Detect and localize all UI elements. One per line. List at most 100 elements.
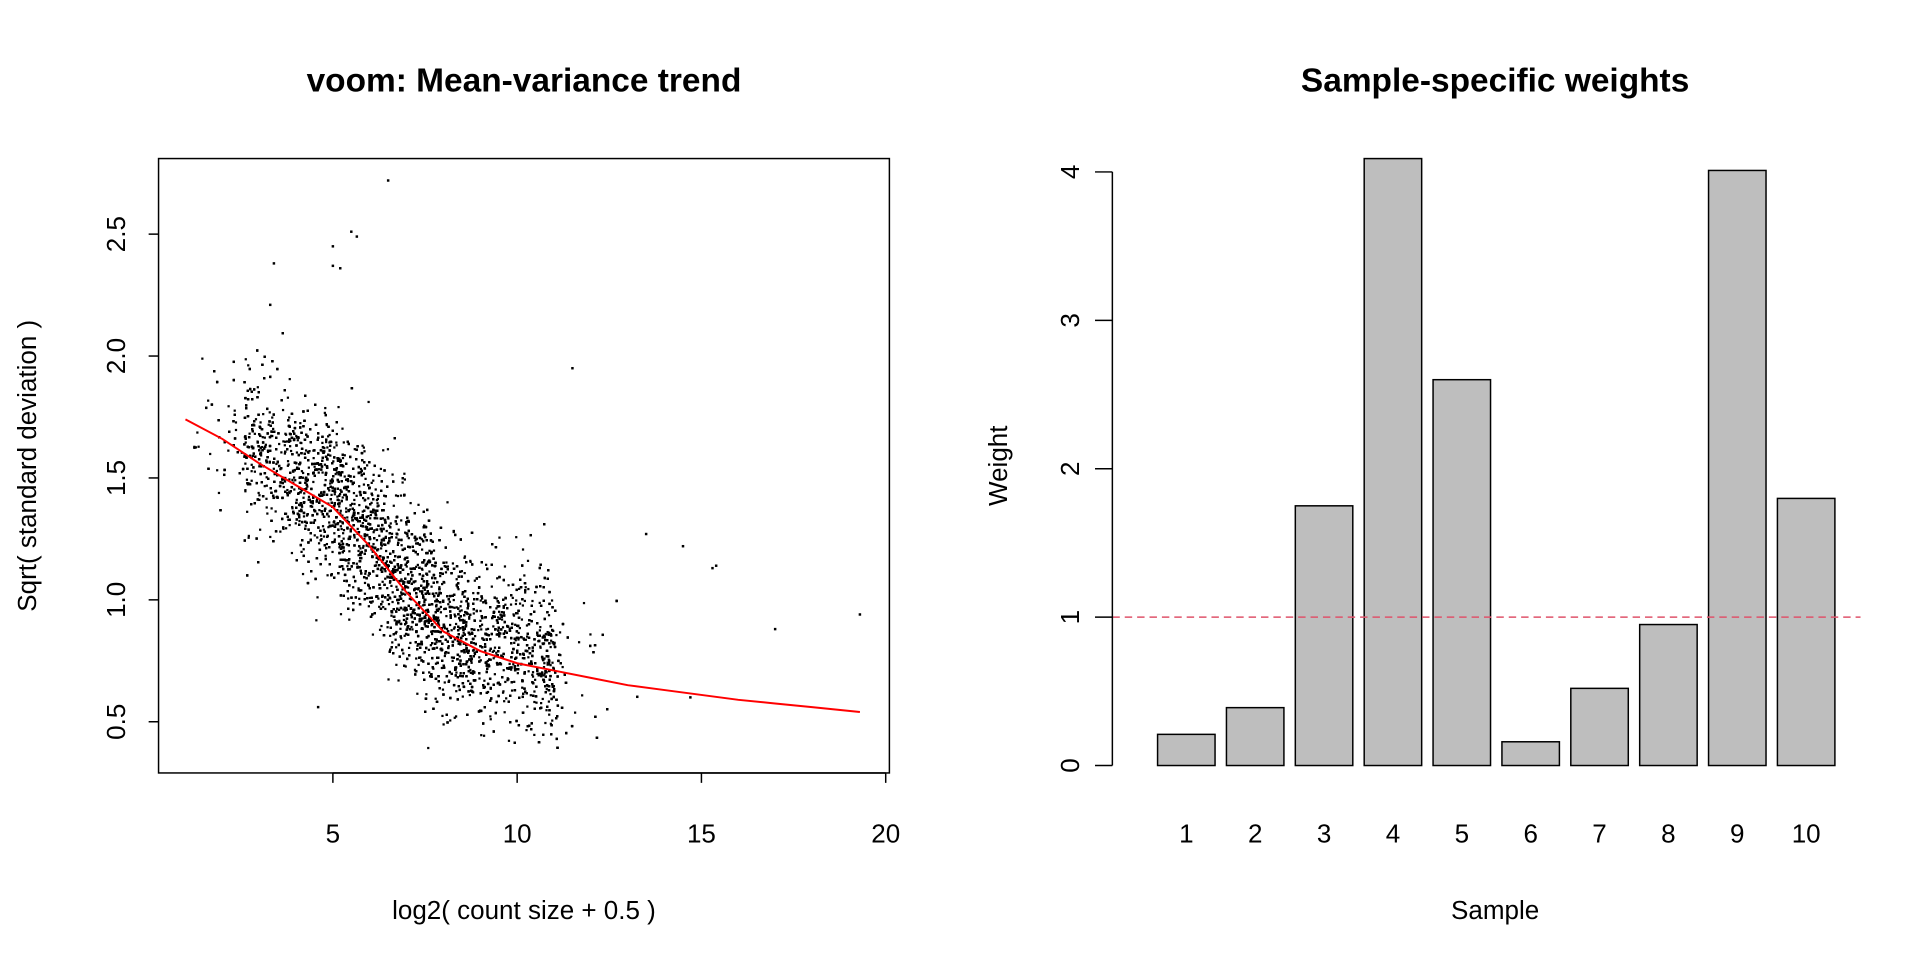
scatter-point: [460, 600, 463, 603]
scatter-point: [291, 478, 294, 482]
scatter-point: [378, 605, 381, 608]
scatter-point: [395, 585, 398, 588]
scatter-point: [362, 544, 365, 548]
scatter-point: [398, 579, 401, 583]
scatter-point: [295, 498, 298, 501]
scatter-point: [559, 653, 562, 657]
scatter-point: [425, 586, 428, 589]
scatter-point: [358, 597, 361, 600]
scatter-point: [523, 638, 526, 641]
scatter-point: [275, 462, 278, 466]
scatter-point: [558, 631, 562, 634]
scatter-point: [455, 671, 458, 674]
scatter-point: [503, 565, 507, 568]
scatter-point: [363, 581, 367, 585]
scatter-point: [521, 686, 524, 689]
scatter-point: [291, 507, 294, 510]
scatter-point: [446, 501, 449, 504]
scatter-point: [486, 627, 490, 631]
scatter-point: [453, 613, 456, 616]
scatter-point: [254, 418, 258, 421]
scatter-point: [346, 516, 349, 519]
scatter-point: [473, 635, 477, 638]
scatter-point: [402, 599, 405, 603]
scatter-point: [468, 617, 471, 620]
scatter-point: [445, 561, 448, 564]
scatter-point: [420, 567, 424, 570]
scatter-point: [321, 525, 325, 528]
scatter-point: [581, 694, 584, 697]
scatter-point: [292, 476, 296, 479]
scatter-point: [406, 535, 409, 538]
scatter-point: [370, 481, 373, 484]
scatter-point: [321, 504, 324, 508]
scatter-point: [287, 463, 290, 466]
scatter-point: [328, 489, 331, 492]
scatter-point: [364, 498, 367, 501]
scatter-point: [390, 584, 393, 587]
scatter-point: [423, 600, 426, 603]
scatter-point: [545, 709, 548, 712]
scatter-point: [468, 693, 471, 697]
scatter-point: [417, 503, 420, 506]
scatter-point: [391, 600, 394, 604]
scatter-point: [512, 613, 515, 616]
scatter-point: [443, 654, 446, 658]
scatter-point: [523, 574, 526, 577]
scatter-point: [485, 602, 488, 605]
scatter-point: [323, 411, 326, 415]
scatter-point: [328, 433, 331, 437]
scatter-point: [284, 432, 287, 435]
scatter-point: [317, 542, 321, 545]
scatter-point: [295, 451, 299, 454]
scatter-point: [348, 550, 351, 553]
scatter-point: [478, 575, 481, 579]
scatter-point: [307, 495, 311, 498]
scatter-point: [416, 692, 419, 695]
scatter-point: [455, 690, 458, 693]
scatter-point: [261, 436, 264, 439]
scatter-point: [551, 719, 554, 722]
scatter-point: [550, 639, 553, 642]
scatter-point: [414, 539, 417, 542]
scatter-point: [339, 525, 342, 528]
scatter-point: [555, 633, 558, 637]
scatter-point: [526, 559, 530, 562]
scatter-point: [513, 641, 516, 645]
scatter-point: [452, 627, 456, 630]
scatter-point: [289, 449, 293, 453]
scatter-point: [543, 662, 546, 665]
scatter-point: [263, 485, 266, 488]
scatter-point: [335, 441, 338, 444]
scatter-point: [434, 662, 438, 665]
scatter-point: [414, 580, 417, 583]
scatter-point: [317, 468, 321, 471]
scatter-point: [447, 603, 450, 606]
scatter-point: [531, 673, 534, 676]
scatter-point: [327, 435, 330, 438]
scatter-point: [402, 618, 406, 622]
scatter-point: [245, 478, 249, 481]
scatter-point: [521, 548, 525, 551]
scatter-point: [446, 565, 450, 568]
scatter-point: [447, 651, 450, 654]
scatter-point: [458, 655, 461, 658]
scatter-point: [472, 591, 475, 595]
scatter-point: [385, 529, 388, 533]
scatter-point: [443, 607, 446, 611]
scatter-point: [367, 574, 370, 577]
scatter-point: [353, 536, 356, 539]
scatter-point: [388, 573, 392, 576]
scatter-point: [209, 452, 212, 456]
scatter-point: [348, 618, 351, 621]
scatter-point: [531, 671, 535, 674]
scatter-point: [416, 644, 419, 647]
scatter-point: [385, 560, 388, 563]
scatter-point: [259, 421, 262, 424]
scatter-point: [439, 611, 443, 614]
scatter-point: [302, 515, 306, 518]
scatter-point: [507, 584, 510, 587]
scatter-point: [250, 463, 253, 466]
scatter-point: [288, 491, 291, 495]
scatter-point: [500, 618, 504, 621]
